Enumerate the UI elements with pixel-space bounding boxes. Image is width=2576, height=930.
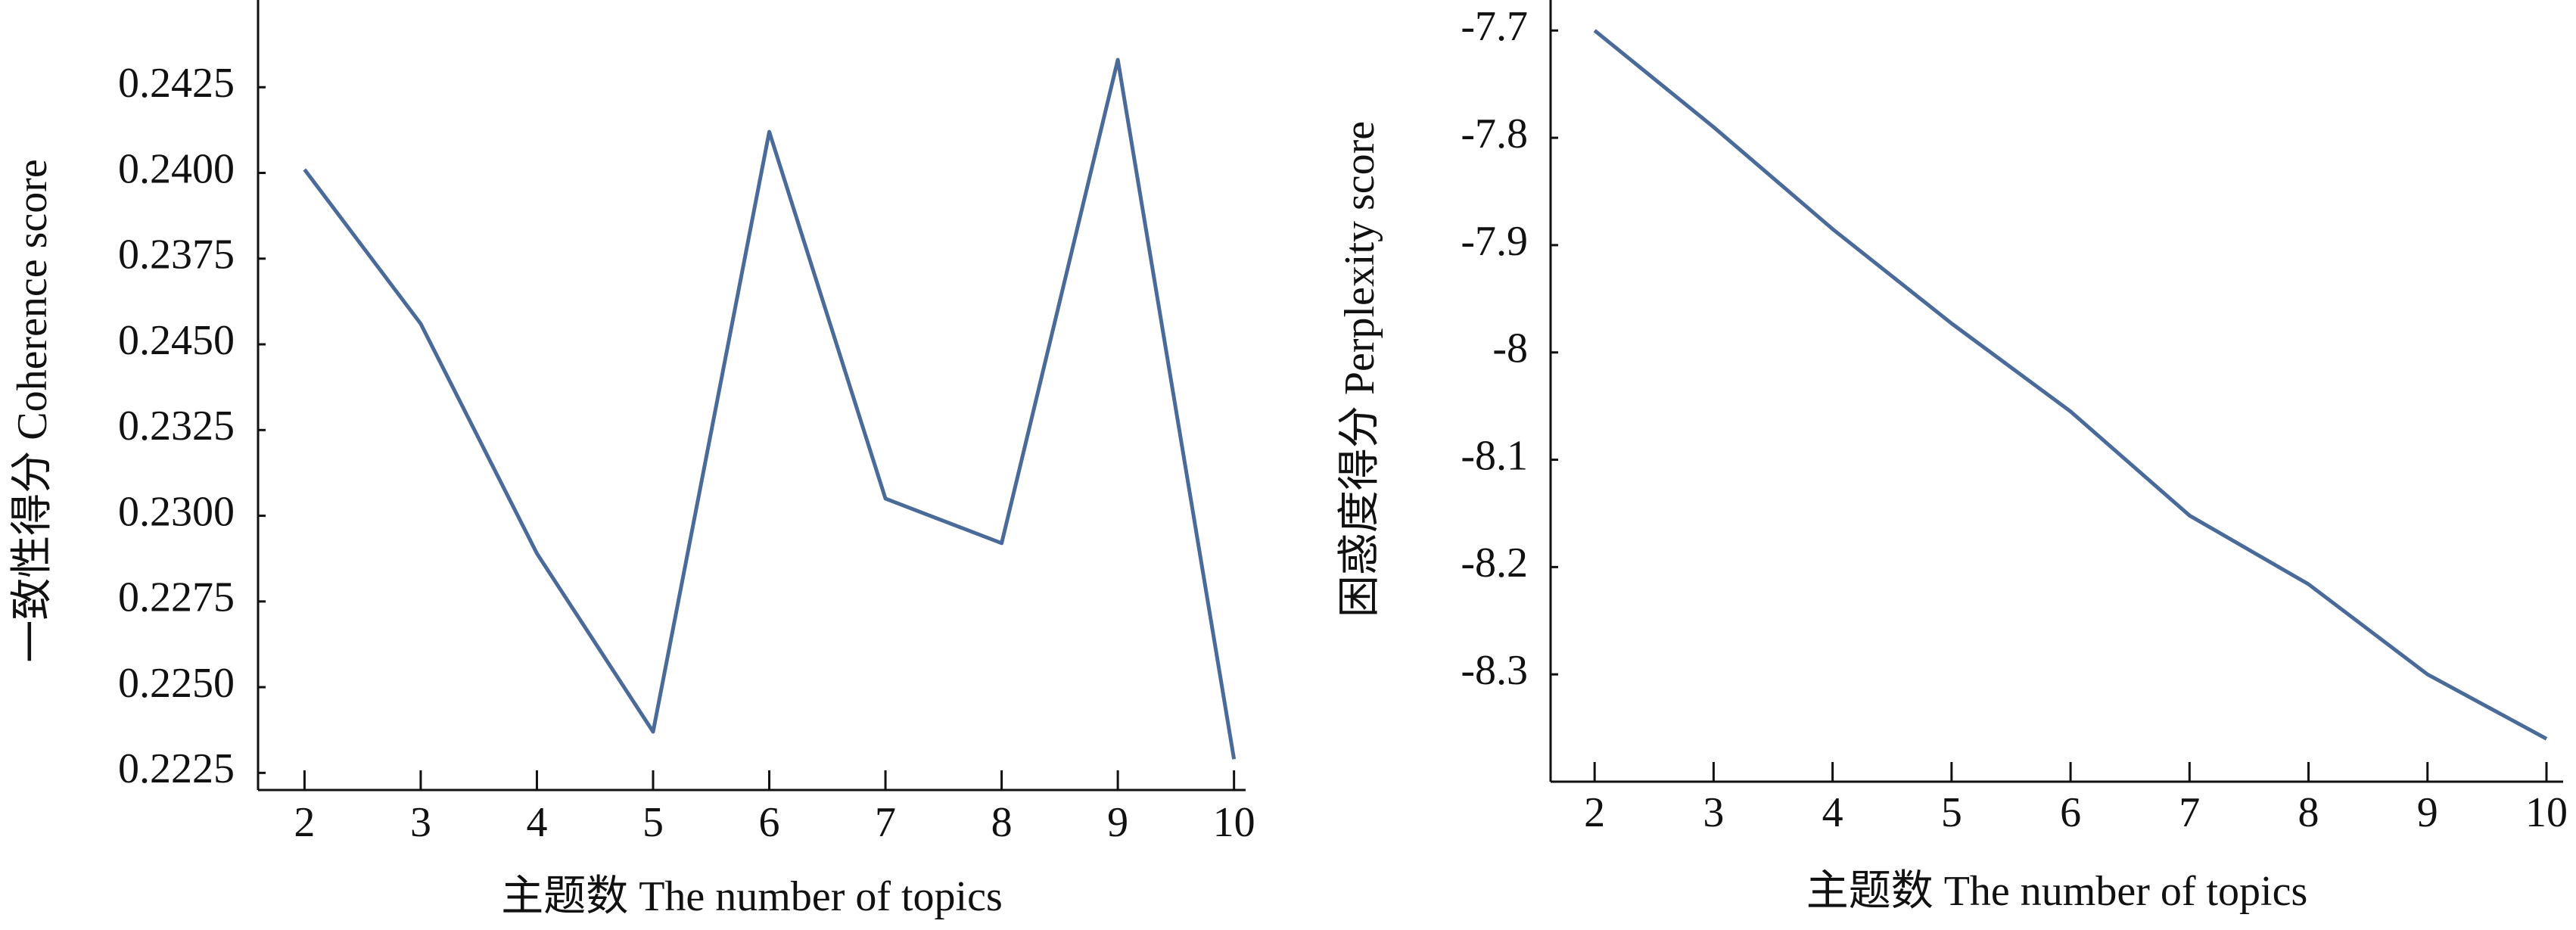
x-tick-label: 10 (1213, 799, 1255, 846)
x-tick-label: 7 (875, 799, 896, 846)
x-tick-label: 3 (410, 799, 431, 846)
y-tick-label: 0.2425 (118, 60, 235, 107)
y-tick-label: 0.2300 (118, 488, 235, 535)
data-line (1593, 29, 2548, 741)
y-tick-label: -7.9 (1461, 218, 1528, 265)
y-tick-label: 0.2275 (118, 574, 235, 621)
x-tick-label: 6 (759, 799, 780, 846)
y-tick-label: -8.1 (1461, 432, 1528, 479)
x-tick-label: 8 (2298, 789, 2319, 836)
x-tick-label: 9 (1107, 799, 1128, 846)
x-axis-title: 主题数 The number of topics (1806, 868, 2308, 915)
x-tick-label: 3 (1703, 789, 1724, 836)
y-tick-label: 0.2250 (118, 660, 235, 707)
x-tick-label: 10 (2525, 789, 2568, 836)
x-tick-label: 2 (294, 799, 315, 846)
y-tick-label: -8 (1492, 325, 1528, 372)
y-axis-title: 一致性得分 Coherence score (9, 159, 56, 663)
y-tick-label: -8.2 (1461, 540, 1528, 586)
x-tick-label: 9 (2417, 789, 2438, 836)
y-tick-label: 0.2450 (118, 317, 235, 364)
y-tick-label: -7.8 (1461, 110, 1528, 157)
y-tick-label: -7.7 (1461, 3, 1528, 50)
y-tick-label: 0.2225 (118, 745, 235, 792)
x-tick-label: 2 (1584, 789, 1605, 836)
y-tick-label: -8.3 (1461, 647, 1528, 694)
x-tick-label: 8 (991, 799, 1013, 846)
x-tick-label: 7 (2179, 789, 2200, 836)
x-tick-label: 4 (1822, 789, 1843, 836)
data-line (303, 58, 1237, 760)
y-tick-label: 0.2375 (118, 232, 235, 278)
x-axis-title: 主题数 The number of topics (501, 873, 1003, 920)
y-tick-label: 0.2325 (118, 403, 235, 449)
x-tick-label: 5 (1941, 789, 1962, 836)
y-tick-label: 0.2400 (118, 145, 235, 192)
x-tick-label: 5 (642, 799, 664, 846)
y-axis-title: 困惑度得分 Perplexity score (1336, 121, 1383, 617)
x-tick-label: 4 (526, 799, 547, 846)
x-tick-label: 6 (2060, 789, 2081, 836)
